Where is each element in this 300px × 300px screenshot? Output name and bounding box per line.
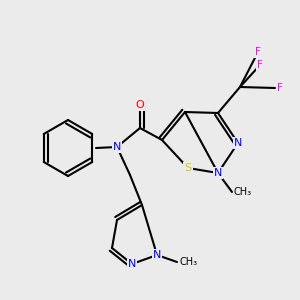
Text: N: N [128, 259, 136, 269]
Text: N: N [113, 142, 121, 152]
Text: CH₃: CH₃ [234, 187, 252, 197]
Text: CH₃: CH₃ [179, 257, 197, 267]
Text: F: F [277, 83, 283, 93]
Text: N: N [214, 168, 222, 178]
Text: N: N [234, 138, 242, 148]
Text: F: F [257, 60, 263, 70]
Text: S: S [184, 163, 192, 173]
Text: O: O [136, 100, 144, 110]
Text: N: N [153, 250, 161, 260]
Text: F: F [255, 47, 261, 57]
